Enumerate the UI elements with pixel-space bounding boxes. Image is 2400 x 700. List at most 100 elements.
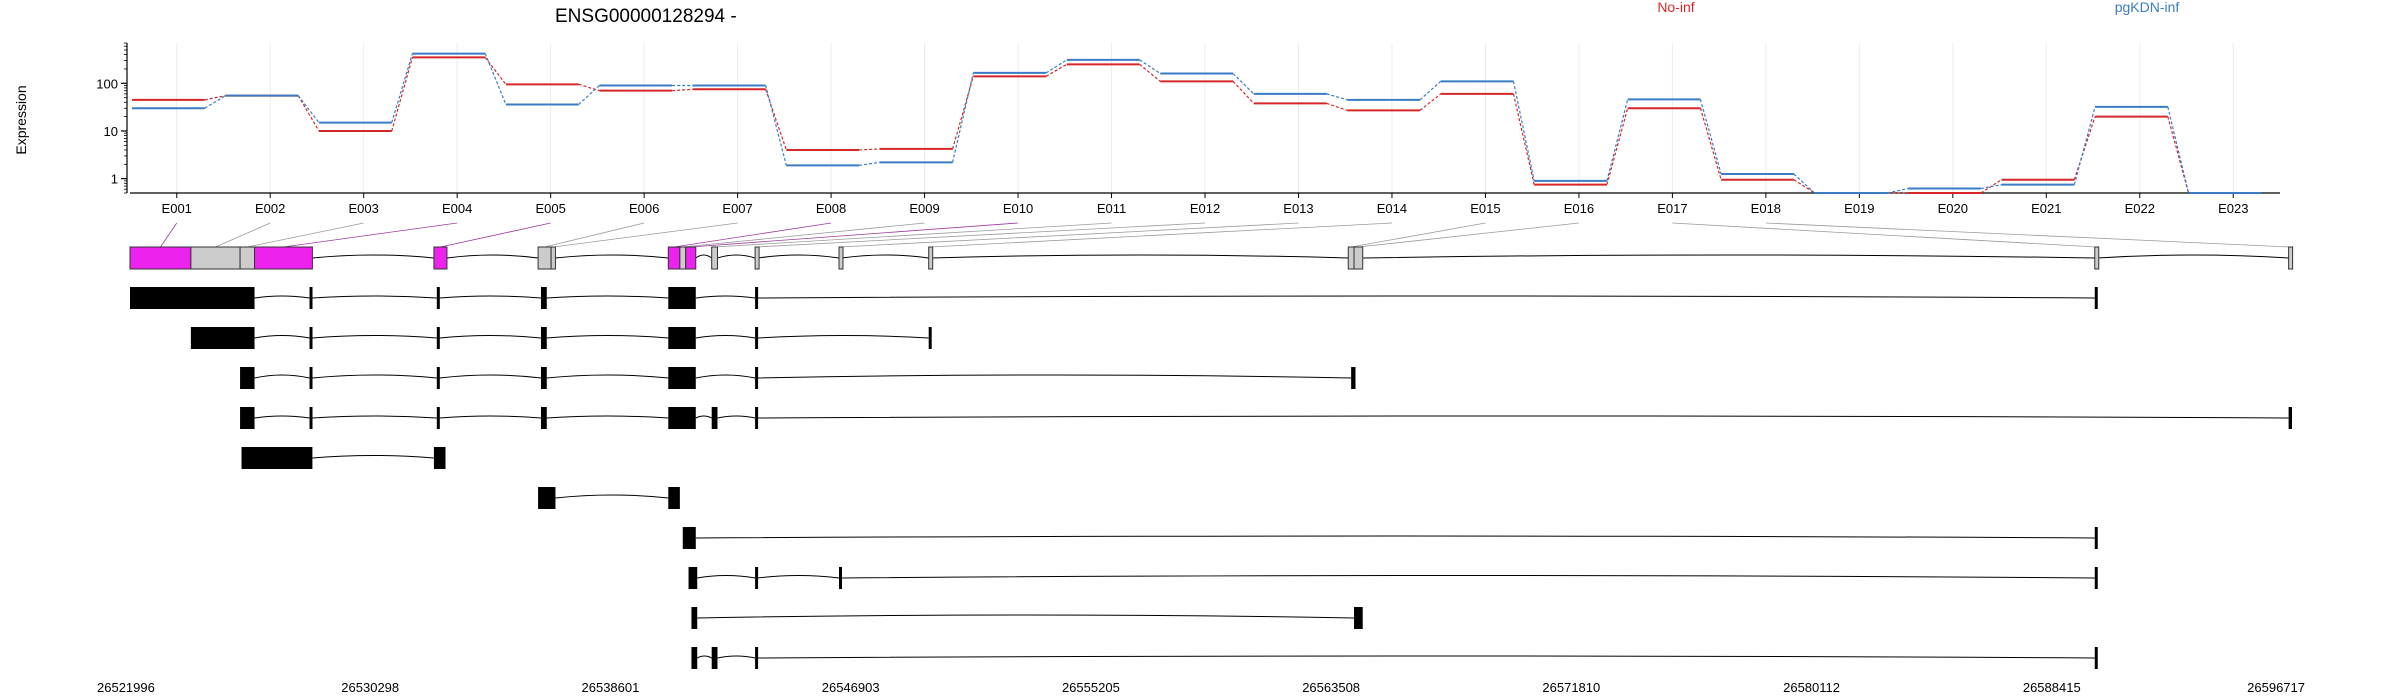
transcript-intron xyxy=(757,415,2289,419)
intron-line xyxy=(717,254,756,259)
genomic-axis: 26521996 26530298 26538601 26546903 26555205… xyxy=(97,680,2305,695)
legend-entry-pgkdn-inf: pgKDN-inf xyxy=(2115,0,2180,15)
genomic-tick-label: 26546903 xyxy=(822,680,880,695)
transcript-intron xyxy=(439,335,542,339)
x-tick-label: E009 xyxy=(909,201,939,216)
transcript-exon xyxy=(668,407,696,429)
transcript-exon xyxy=(240,367,255,389)
transcript-intron xyxy=(757,295,2095,299)
transcript-intron xyxy=(254,374,310,379)
transcript-intron xyxy=(555,494,669,499)
x-tick-label: E015 xyxy=(1470,201,1500,216)
x-tick-label: E012 xyxy=(1190,201,1220,216)
chart-title: ENSG00000128294 - xyxy=(555,6,737,27)
transcript-intron xyxy=(546,295,669,299)
exon-connector xyxy=(215,222,271,248)
series-connector xyxy=(391,53,414,123)
exon-box xyxy=(190,246,241,270)
y-tick-label: 100 xyxy=(96,76,118,91)
series-connector xyxy=(859,161,880,166)
transcript-exon xyxy=(668,367,696,389)
series-connector xyxy=(204,95,226,101)
transcript-exon xyxy=(540,407,547,429)
transcript-intron xyxy=(546,415,669,419)
transcript-intron xyxy=(312,335,437,339)
transcript-intron xyxy=(697,614,1355,619)
series-no-inf xyxy=(132,56,2262,194)
transcript-tracks xyxy=(130,287,2292,669)
transcript-exon xyxy=(2094,567,2098,589)
transcript-exon xyxy=(711,407,718,429)
transcript-intron xyxy=(312,415,437,419)
transcript-track xyxy=(691,647,2098,669)
transcript-exon xyxy=(240,407,255,429)
x-tick-label: E022 xyxy=(2125,201,2155,216)
transcript-intron xyxy=(757,655,2095,659)
series-connector xyxy=(484,53,507,105)
transcript-exon xyxy=(668,327,696,349)
transcript-exon xyxy=(309,327,313,349)
transcript-exon xyxy=(309,287,313,309)
exon-box xyxy=(1347,246,1355,270)
transcript-exon xyxy=(2094,647,2098,669)
transcript-intron xyxy=(695,374,756,379)
series-connector xyxy=(672,88,693,92)
series-connector xyxy=(1699,108,1722,180)
transcript-track xyxy=(682,527,2098,549)
x-tick-label: E019 xyxy=(1844,201,1874,216)
series-connector xyxy=(765,85,787,166)
gene-model xyxy=(129,222,2294,270)
series-connector xyxy=(484,56,507,85)
exon-box xyxy=(254,246,313,270)
transcript-intron xyxy=(439,295,542,299)
transcript-exon xyxy=(1354,607,1363,629)
transcript-track xyxy=(240,367,1356,389)
intron-line xyxy=(446,254,539,259)
y-tick-label: 10 xyxy=(104,124,118,139)
series-connector xyxy=(1793,179,1815,194)
x-tick-label: E018 xyxy=(1751,201,1781,216)
exon-connector xyxy=(756,222,1206,248)
intron-line xyxy=(841,254,929,259)
transcript-exon xyxy=(2288,407,2292,429)
exon-box xyxy=(838,246,844,270)
exon-connector xyxy=(1765,222,2291,248)
transcript-exon xyxy=(928,327,932,349)
series-connector xyxy=(2167,106,2190,194)
series-connector xyxy=(1139,63,1161,82)
exon-box xyxy=(685,246,697,270)
transcript-exon xyxy=(668,487,680,509)
transcript-exon xyxy=(436,367,440,389)
intron-line xyxy=(757,254,840,259)
exon-connector xyxy=(840,222,1299,248)
series-connector xyxy=(1887,187,1909,194)
transcript-intron xyxy=(717,415,756,419)
transcript-exon xyxy=(682,527,696,549)
transcript-track xyxy=(538,487,680,509)
exon-connector xyxy=(1672,222,2097,248)
x-tick-label: E005 xyxy=(535,201,565,216)
x-tick-label: E007 xyxy=(722,201,752,216)
x-tick-label: E001 xyxy=(162,201,192,216)
series-connector xyxy=(1512,93,1535,185)
series-connector xyxy=(578,83,600,92)
transcript-intron xyxy=(695,295,756,299)
x-tick-label: E004 xyxy=(442,201,472,216)
transcript-track xyxy=(241,447,446,469)
exon-box xyxy=(928,246,934,270)
genomic-tick-label: 26588415 xyxy=(2023,680,2081,695)
transcript-exon xyxy=(755,287,759,309)
exon-connector xyxy=(674,222,832,248)
series-connector xyxy=(1326,93,1348,101)
transcript-intron xyxy=(695,535,2095,539)
series-connector xyxy=(1512,81,1535,181)
x-tick-label: E016 xyxy=(1564,201,1594,216)
exon-box xyxy=(550,246,556,270)
transcript-exon xyxy=(755,367,759,389)
transcript-exon xyxy=(241,447,313,469)
series-connector xyxy=(1045,59,1068,74)
exon-box xyxy=(433,246,448,270)
series-connector xyxy=(1980,184,2002,190)
transcript-intron xyxy=(757,374,1352,379)
